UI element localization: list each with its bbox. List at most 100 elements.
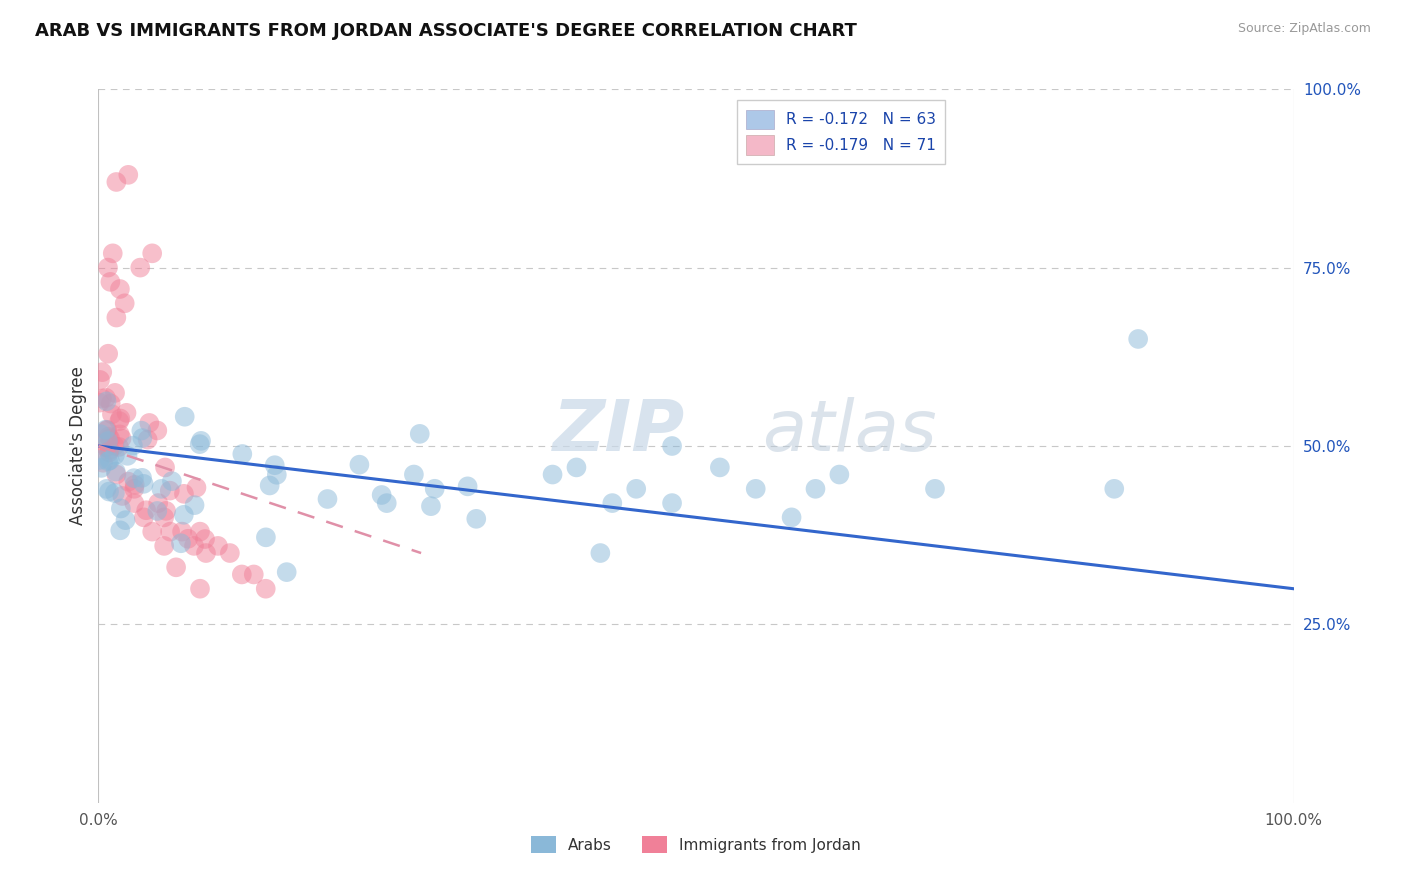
- Immigrants from Jordan: [114, 296, 136, 310]
- Immigrants from Jordan: [105, 467, 128, 482]
- Arabs: [89, 453, 111, 467]
- Arabs: [661, 439, 683, 453]
- Immigrants from Jordan: [110, 411, 132, 425]
- Arabs: [132, 476, 155, 491]
- Immigrants from Jordan: [138, 416, 160, 430]
- Immigrants from Jordan: [146, 424, 169, 438]
- Immigrants from Jordan: [108, 282, 131, 296]
- Immigrants from Jordan: [183, 539, 205, 553]
- Arabs: [183, 498, 205, 512]
- Immigrants from Jordan: [94, 440, 117, 454]
- Immigrants from Jordan: [124, 482, 146, 496]
- Immigrants from Jordan: [101, 407, 124, 421]
- Immigrants from Jordan: [96, 423, 118, 437]
- Arabs: [190, 434, 212, 448]
- Immigrants from Jordan: [108, 440, 131, 454]
- Immigrants from Jordan: [172, 524, 194, 539]
- Immigrants from Jordan: [117, 475, 139, 489]
- Arabs: [402, 467, 425, 482]
- Immigrants from Jordan: [97, 347, 120, 361]
- Arabs: [457, 479, 479, 493]
- Immigrants from Jordan: [243, 567, 266, 582]
- Immigrants from Jordan: [108, 414, 131, 428]
- Arabs: [131, 424, 153, 438]
- Immigrants from Jordan: [219, 546, 242, 560]
- Immigrants from Jordan: [105, 310, 128, 325]
- Arabs: [423, 482, 446, 496]
- Immigrants from Jordan: [132, 510, 155, 524]
- Arabs: [170, 536, 193, 550]
- Immigrants from Jordan: [97, 429, 120, 443]
- Immigrants from Jordan: [135, 503, 157, 517]
- Immigrants from Jordan: [207, 539, 229, 553]
- Arabs: [602, 496, 624, 510]
- Arabs: [266, 467, 288, 482]
- Legend: Arabs, Immigrants from Jordan: Arabs, Immigrants from Jordan: [524, 830, 868, 859]
- Immigrants from Jordan: [100, 396, 122, 410]
- Immigrants from Jordan: [103, 439, 125, 453]
- Arabs: [316, 491, 339, 506]
- Immigrants from Jordan: [110, 431, 132, 445]
- Immigrants from Jordan: [97, 260, 120, 275]
- Arabs: [420, 499, 443, 513]
- Immigrants from Jordan: [173, 487, 195, 501]
- Arabs: [98, 453, 121, 467]
- Text: ARAB VS IMMIGRANTS FROM JORDAN ASSOCIATE'S DEGREE CORRELATION CHART: ARAB VS IMMIGRANTS FROM JORDAN ASSOCIATE…: [35, 22, 858, 40]
- Arabs: [375, 496, 398, 510]
- Arabs: [131, 431, 153, 445]
- Arabs: [110, 501, 132, 516]
- Arabs: [90, 461, 112, 475]
- Arabs: [104, 448, 127, 462]
- Arabs: [97, 454, 120, 468]
- Arabs: [146, 504, 169, 518]
- Immigrants from Jordan: [89, 436, 111, 450]
- Immigrants from Jordan: [101, 246, 124, 260]
- Arabs: [263, 458, 285, 473]
- Arabs: [828, 467, 851, 482]
- Arabs: [96, 482, 118, 496]
- Immigrants from Jordan: [90, 392, 112, 406]
- Arabs: [114, 513, 136, 527]
- Immigrants from Jordan: [124, 496, 146, 510]
- Arabs: [541, 467, 564, 482]
- Arabs: [254, 530, 277, 544]
- Arabs: [709, 460, 731, 475]
- Arabs: [924, 482, 946, 496]
- Immigrants from Jordan: [177, 532, 200, 546]
- Immigrants from Jordan: [153, 539, 176, 553]
- Arabs: [94, 423, 117, 437]
- Immigrants from Jordan: [124, 478, 146, 492]
- Arabs: [173, 409, 195, 424]
- Y-axis label: Associate's Degree: Associate's Degree: [69, 367, 87, 525]
- Arabs: [626, 482, 648, 496]
- Immigrants from Jordan: [98, 442, 121, 457]
- Text: ZIP: ZIP: [553, 397, 685, 467]
- Arabs: [131, 471, 153, 485]
- Arabs: [259, 478, 281, 492]
- Immigrants from Jordan: [117, 168, 139, 182]
- Arabs: [589, 546, 612, 560]
- Immigrants from Jordan: [115, 406, 138, 420]
- Arabs: [465, 512, 488, 526]
- Arabs: [122, 439, 145, 453]
- Arabs: [409, 426, 432, 441]
- Arabs: [96, 394, 118, 409]
- Arabs: [98, 484, 121, 499]
- Immigrants from Jordan: [98, 445, 121, 459]
- Immigrants from Jordan: [96, 424, 118, 438]
- Immigrants from Jordan: [98, 275, 122, 289]
- Immigrants from Jordan: [89, 373, 111, 387]
- Arabs: [1128, 332, 1150, 346]
- Immigrants from Jordan: [129, 260, 152, 275]
- Arabs: [231, 447, 253, 461]
- Immigrants from Jordan: [159, 524, 181, 539]
- Immigrants from Jordan: [111, 489, 134, 503]
- Arabs: [349, 458, 371, 472]
- Immigrants from Jordan: [104, 385, 127, 400]
- Immigrants from Jordan: [94, 391, 117, 405]
- Immigrants from Jordan: [254, 582, 277, 596]
- Arabs: [661, 496, 683, 510]
- Immigrants from Jordan: [155, 504, 177, 518]
- Arabs: [804, 482, 827, 496]
- Immigrants from Jordan: [194, 532, 217, 546]
